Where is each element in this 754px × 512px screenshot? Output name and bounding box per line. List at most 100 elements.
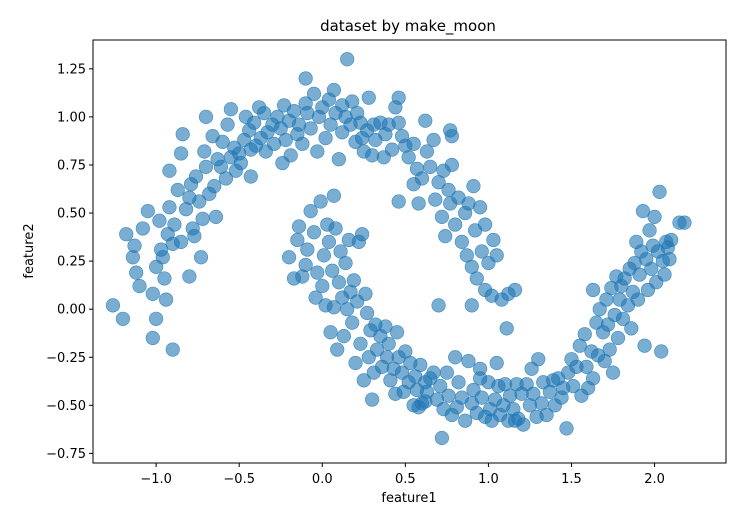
scatter-point [423,159,438,174]
scatter-point [391,90,406,105]
scatter-point [406,136,421,151]
points-layer [105,52,692,446]
scatter-point [507,413,523,428]
scatter-point [630,292,646,307]
scatter-point [336,329,351,344]
scatter-point [418,113,433,128]
scatter-point [323,325,338,340]
x-tick-label: −1.0 [140,472,172,487]
y-tick-label: 0.25 [57,255,86,270]
y-axis-label: feature2 [22,223,37,278]
scatter-point [353,336,368,351]
scatter-point [401,150,416,165]
x-tick-label: −0.5 [223,472,255,487]
scatter-point [173,146,189,161]
y-tick-label: 0.50 [57,207,86,222]
scatter-point [198,109,214,125]
scatter-point [331,152,346,167]
scatter-point [145,330,160,346]
scatter-point [283,148,298,163]
scatter-point [157,271,172,286]
scatter-point [473,200,488,215]
scatter-point [173,234,189,249]
scatter-point [657,267,672,282]
scatter-point [330,342,345,357]
scatter-point [140,204,155,219]
scatter-point [441,388,456,403]
scatter-point [489,355,504,371]
scatter-point [624,321,639,336]
scatter-point [215,134,230,149]
scatter-point [466,179,481,194]
scatter-point [458,413,473,428]
scatter-point [208,209,224,224]
scatter-point [438,229,453,244]
scatter-point [464,298,479,313]
scatter-point [218,171,234,186]
y-tick-label: −0.75 [46,447,86,462]
scatter-point [426,132,441,148]
scatter-point [370,342,385,357]
scatter-point [115,311,131,326]
scatter-point [105,298,121,313]
scatter-point [127,238,142,253]
scatter-point [474,244,489,259]
scatter-point [193,250,209,265]
scatter-point [365,392,380,407]
scatter-point [642,223,657,238]
scatter-point [413,357,428,373]
scatter-point [477,217,493,232]
scatter-point [615,311,631,326]
scatter-point [605,365,621,380]
scatter-point [539,407,554,423]
scatter-point [278,132,293,148]
scatter-point [434,430,450,446]
scatter-point [389,325,405,340]
scatter-point [318,130,333,146]
scatter-point [434,209,450,224]
scatter-point [360,305,375,321]
scatter-point [243,169,258,184]
scatter-point [454,234,469,249]
x-axis-label: feature1 [381,491,436,506]
scatter-point [499,321,514,336]
x-axis: −1.0 −0.5 0.0 0.5 1.0 1.5 2.0 [140,463,665,487]
scatter-point [433,378,448,394]
scatter-point [647,209,662,224]
scatter-point [486,232,501,248]
scatter-point [418,394,433,409]
scatter-point [444,129,459,144]
scatter-point [448,350,463,365]
scatter-point [654,344,669,359]
scatter-point [358,286,373,301]
scatter-point [566,378,581,394]
scatter-point [426,365,441,380]
y-tick-label: −0.50 [46,399,86,414]
y-tick-label: 1.00 [57,110,86,125]
scatter-point [195,211,210,226]
scatter-point [321,234,337,249]
scatter-point [507,282,523,298]
scatter-point [175,127,190,142]
scatter-point [145,286,160,301]
scatter-point [579,359,594,374]
scatter-point [326,82,342,98]
scatter-point [365,148,380,163]
scatter-point [281,250,297,265]
scatter-point [391,194,406,209]
scatter-point [677,215,692,230]
scatter-point [306,86,322,101]
scatter-point [489,248,504,263]
y-tick-label: 0.75 [57,158,86,173]
scatter-point [414,171,430,186]
scatter-point [662,252,677,267]
scatter-point [306,225,322,240]
scatter-point [308,290,323,305]
scatter-point [637,338,652,353]
scatter-point [159,292,174,307]
scatter-point [345,315,360,330]
chart-title: dataset by make_moon [320,17,496,36]
scatter-point [585,282,601,298]
scatter-point [635,204,651,219]
